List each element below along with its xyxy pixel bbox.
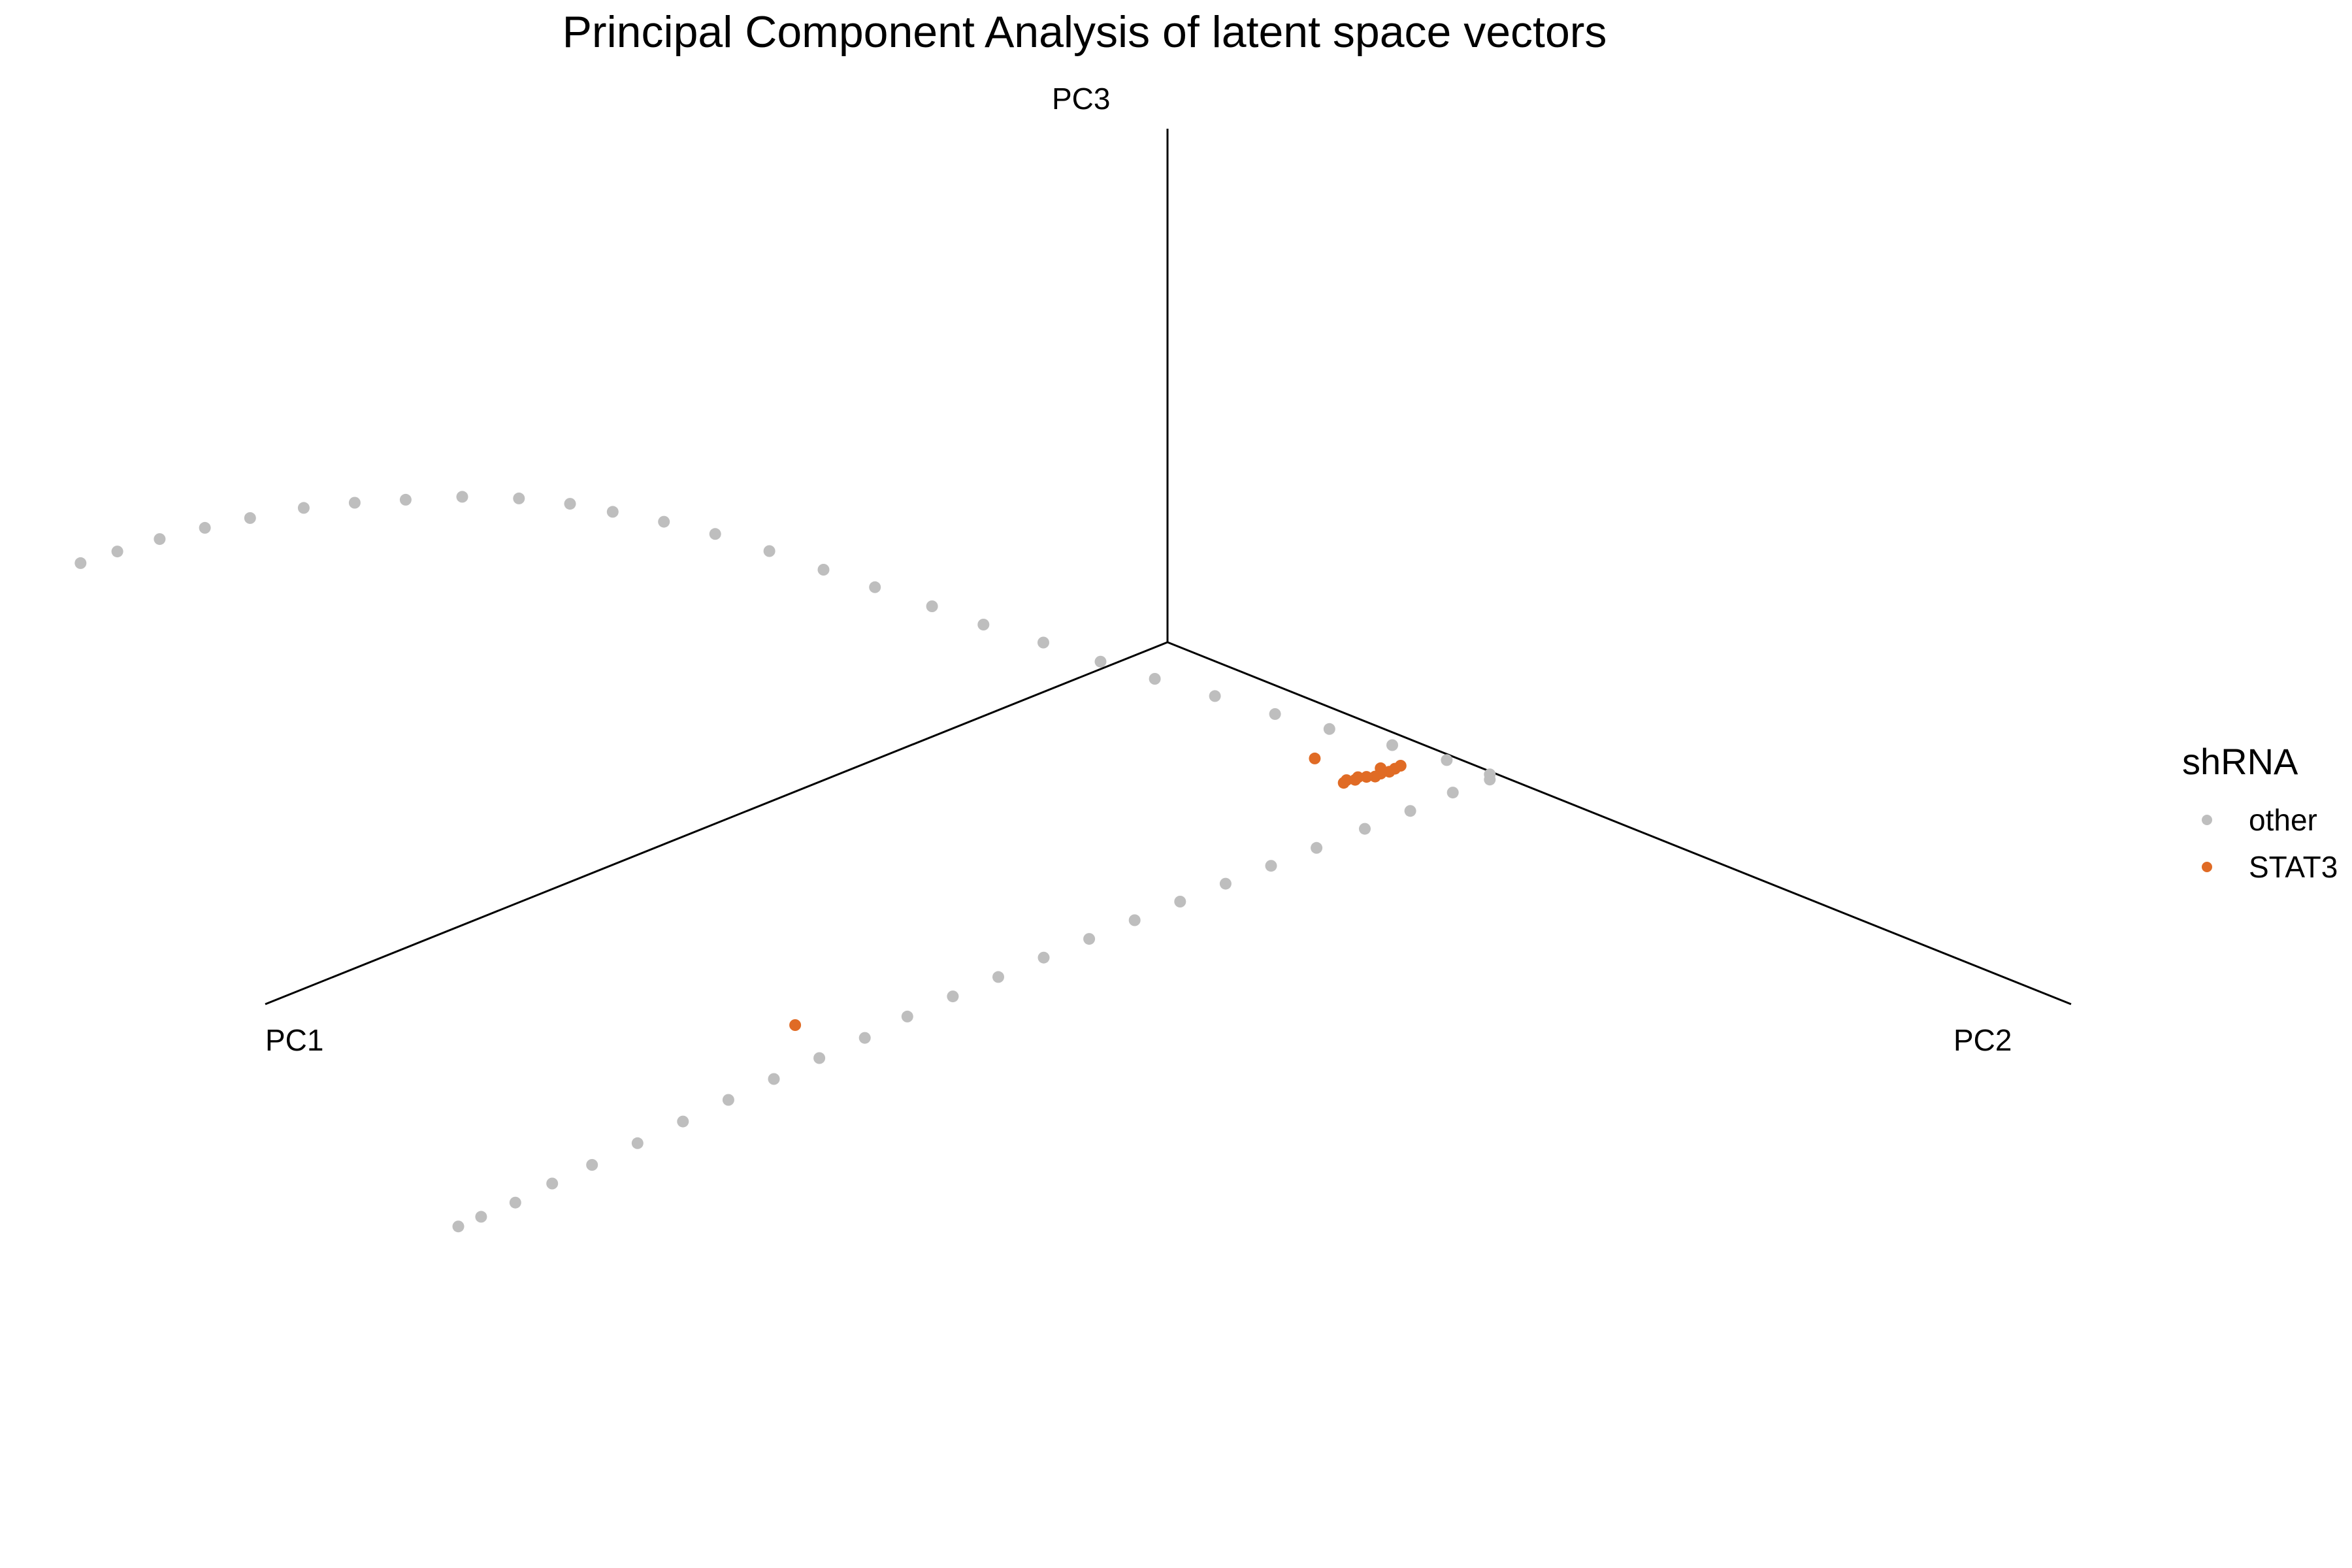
- point-other-30: [1404, 805, 1416, 817]
- point-other-19: [456, 491, 468, 503]
- pc3-axis-label: PC3: [1052, 82, 1110, 116]
- point-other-45: [722, 1094, 734, 1106]
- point-other-40: [947, 990, 959, 1003]
- point-other-32: [1311, 841, 1323, 854]
- point-other-22: [297, 502, 310, 514]
- point-other-24: [199, 521, 211, 534]
- point-other-37: [1083, 933, 1096, 945]
- point-other-28: [1484, 774, 1496, 786]
- point-other-26: [111, 546, 123, 558]
- point-other-17: [564, 498, 576, 510]
- point-other-4: [1269, 708, 1281, 720]
- point-other-36: [1128, 914, 1141, 926]
- point-other-12: [817, 564, 830, 576]
- axes-group: PC3 PC1 PC2: [265, 82, 2072, 1057]
- point-other-18: [513, 492, 525, 504]
- point-other-42: [858, 1032, 871, 1044]
- point-other-43: [813, 1052, 826, 1064]
- point-other-44: [768, 1073, 780, 1085]
- point-other-41: [901, 1010, 913, 1022]
- point-other-48: [586, 1159, 598, 1171]
- point-other-35: [1174, 896, 1186, 907]
- point-stat3-4: [1375, 762, 1387, 774]
- point-other-20: [399, 493, 412, 506]
- point-other-5: [1209, 690, 1221, 702]
- point-other-31: [1359, 823, 1371, 835]
- point-other-10: [926, 600, 938, 612]
- legend-label-other: other: [2249, 803, 2317, 837]
- point-other-16: [606, 506, 619, 518]
- data-points: [74, 491, 1496, 1233]
- pc1-axis-line: [265, 641, 1168, 1005]
- point-stat3-5: [1369, 770, 1381, 783]
- point-other-50: [509, 1196, 521, 1209]
- chart-title: Principal Component Analysis of latent s…: [563, 7, 1607, 57]
- pc2-axis-label: PC2: [1953, 1023, 2012, 1057]
- legend-marker-other: [2202, 815, 2212, 825]
- point-other-46: [677, 1115, 689, 1128]
- point-other-11: [869, 581, 881, 593]
- point-stat3-12: [789, 1019, 802, 1031]
- point-other-15: [658, 515, 670, 528]
- point-other-3: [1323, 723, 1335, 735]
- pc1-axis-label: PC1: [265, 1023, 323, 1057]
- point-other-51: [475, 1211, 487, 1223]
- point-other-14: [709, 528, 721, 540]
- point-stat3-10: [1337, 777, 1350, 789]
- point-stat3-11: [1309, 752, 1321, 764]
- point-other-39: [992, 971, 1004, 983]
- point-other-49: [546, 1177, 559, 1190]
- point-other-23: [244, 512, 256, 524]
- point-other-38: [1037, 951, 1050, 964]
- point-other-9: [977, 619, 990, 630]
- point-other-13: [763, 545, 776, 557]
- point-other-25: [154, 533, 166, 546]
- point-other-1: [1441, 754, 1453, 766]
- point-other-8: [1037, 636, 1049, 649]
- point-other-6: [1149, 673, 1161, 685]
- point-other-2: [1386, 739, 1398, 751]
- point-other-47: [631, 1137, 644, 1149]
- legend: shRNA other STAT3: [2182, 741, 2338, 884]
- point-other-34: [1219, 877, 1232, 890]
- point-other-7: [1094, 655, 1107, 668]
- point-other-21: [348, 497, 361, 509]
- legend-title: shRNA: [2182, 741, 2298, 782]
- point-other-27: [74, 557, 87, 569]
- pc2-axis-line: [1167, 641, 2072, 1005]
- legend-marker-stat3: [2202, 862, 2212, 872]
- legend-label-stat3: STAT3: [2249, 850, 2338, 884]
- point-other-52: [452, 1220, 465, 1233]
- point-stat3-6: [1360, 771, 1373, 783]
- point-stat3-8: [1349, 774, 1362, 786]
- point-other-33: [1265, 860, 1277, 872]
- point-other-29: [1446, 787, 1459, 799]
